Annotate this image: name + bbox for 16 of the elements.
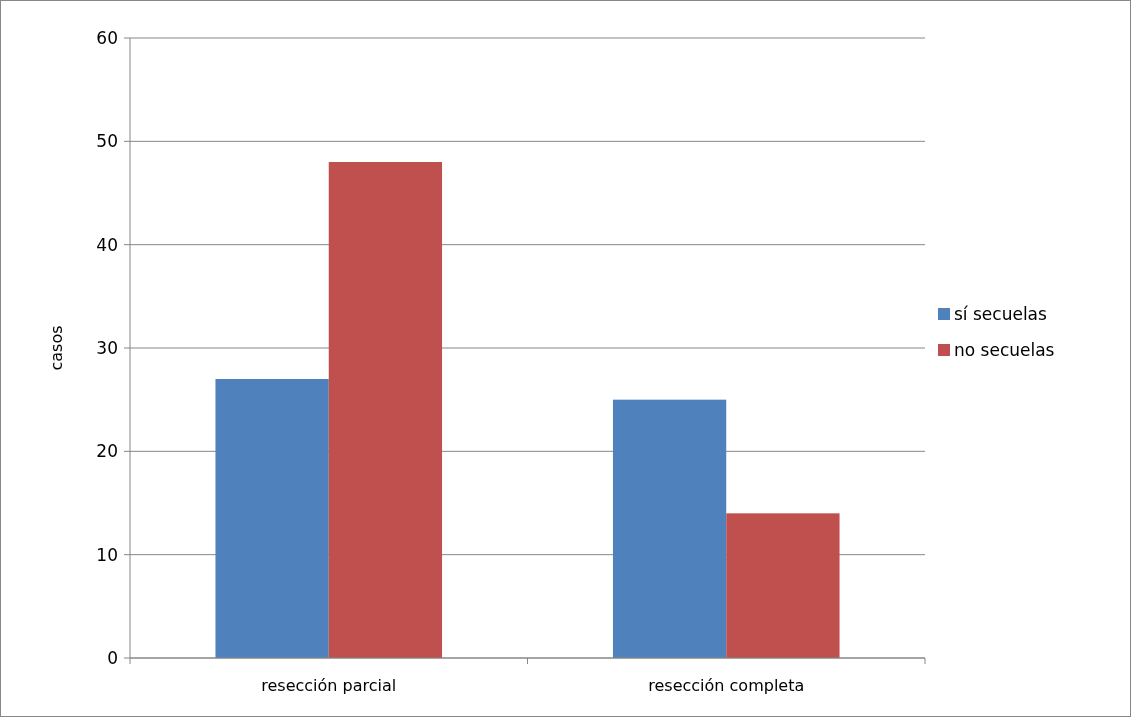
bar	[612, 399, 727, 658]
legend-label: no secuelas	[954, 339, 1055, 360]
bar	[215, 379, 329, 658]
x-tick-label: resección completa	[648, 676, 805, 695]
y-tick-label: 50	[96, 131, 118, 152]
y-tick-label: 40	[96, 234, 118, 255]
y-axis-title: casos	[47, 325, 66, 371]
y-tick-label: 60	[96, 27, 118, 48]
y-tick-label: 0	[107, 647, 118, 668]
y-tick-label: 30	[96, 337, 118, 358]
legend-label: sí secuelas	[954, 303, 1048, 324]
bar	[328, 162, 443, 658]
y-tick-label: 10	[96, 544, 118, 565]
bar	[726, 513, 840, 658]
y-tick-label: 20	[96, 441, 118, 462]
x-tick-label: resección parcial	[261, 676, 397, 695]
